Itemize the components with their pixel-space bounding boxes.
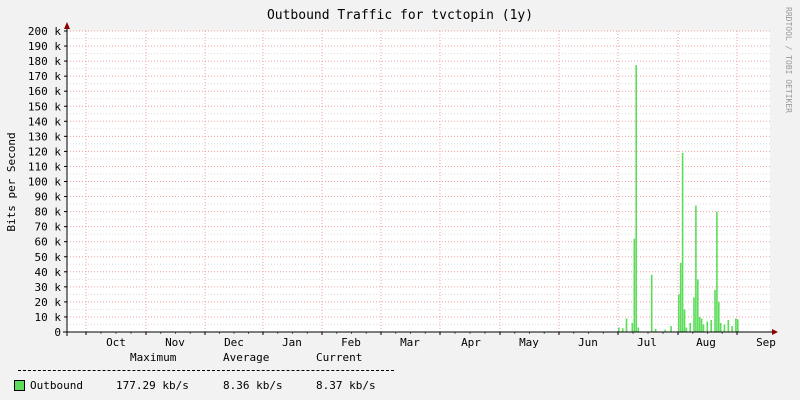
x-tick-label: Sep (756, 336, 776, 349)
x-tick-label: Oct (106, 336, 126, 349)
y-tick-label: 80 k (35, 206, 62, 219)
legend-swatch-outbound (14, 380, 25, 391)
x-tick-label: Dec (224, 336, 244, 349)
outbound-bar (631, 323, 634, 332)
outbound-bar (718, 301, 720, 332)
tick-label-layer: 0 10 k 20 k 30 k 40 k 50 k 60 k 70 k 80 k 90 k 100… (28, 25, 776, 349)
y-tick-label: 180 k (28, 55, 61, 68)
y-tick-label: 130 k (28, 130, 61, 143)
outbound-bar (678, 294, 680, 332)
y-tick-label: 100 k (28, 176, 61, 189)
y-tick-label: 0 (54, 326, 61, 339)
x-tick-label: Jan (282, 336, 302, 349)
outbound-bar (670, 326, 672, 332)
x-tick-label: Mar (400, 336, 420, 349)
axis-layer (63, 22, 778, 336)
y-tick-label: 20 k (35, 296, 62, 309)
y-tick-label: 110 k (28, 160, 61, 173)
outbound-bar (714, 289, 716, 332)
legend-header-maximum: Maximum (130, 351, 177, 364)
y-tick-label: 50 k (35, 251, 62, 264)
y-tick-label: 160 k (28, 85, 61, 98)
x-tick-label: Aug (696, 336, 716, 349)
x-tick-label: Jun (578, 336, 598, 349)
outbound-bar (664, 329, 667, 332)
outbound-bar (695, 205, 697, 332)
y-tick-label: 170 k (28, 70, 61, 83)
rrdtool-watermark: RRDTOOL / TOBI OETIKER (784, 7, 793, 113)
x-tick-label: Feb (341, 336, 361, 349)
outbound-bar (635, 65, 637, 332)
legend-divider (18, 370, 394, 371)
outbound-bar (693, 297, 695, 332)
y-tick-label: 60 k (35, 236, 62, 249)
outbound-bar (727, 320, 730, 332)
x-tick-label: Nov (165, 336, 185, 349)
y-tick-label: 190 k (28, 40, 61, 53)
outbound-bar (698, 316, 701, 332)
outbound-bar (633, 238, 636, 332)
outbound-bar (683, 309, 686, 332)
x-tick-label: Apr (461, 336, 481, 349)
y-tick-label: 140 k (28, 115, 61, 128)
outbound-bar (618, 327, 620, 332)
y-tick-label: 120 k (28, 145, 61, 158)
outbound-bar (654, 329, 657, 332)
y-tick-label: 30 k (35, 281, 62, 294)
y-axis-arrow (64, 22, 70, 29)
outbound-bar (689, 323, 691, 332)
series-layer (618, 65, 739, 332)
x-tick-label: Jul (637, 336, 657, 349)
outbound-bar (621, 328, 624, 332)
outbound-bar (681, 152, 684, 332)
legend-header-current: Current (316, 351, 363, 364)
outbound-bar (731, 326, 733, 332)
outbound-bar (716, 211, 718, 332)
y-tick-label: 200 k (28, 25, 61, 38)
chart-title: Outbound Traffic for tvctopin (1y) (267, 8, 533, 23)
y-tick-label: 150 k (28, 100, 61, 113)
legend-maximum-value: 177.29 kb/s (116, 379, 189, 392)
outbound-bar (737, 319, 739, 332)
x-axis-arrow (772, 329, 778, 335)
outbound-bar (679, 262, 682, 332)
legend-current-value: 8.37 kb/s (316, 379, 376, 392)
y-tick-label: 90 k (35, 191, 62, 204)
y-axis-label: Bits per Second (5, 132, 18, 231)
outbound-bar (702, 324, 705, 332)
y-tick-label: 70 k (35, 221, 62, 234)
x-tick-label: May (519, 336, 539, 349)
outbound-bar (706, 321, 709, 332)
legend-average-value: 8.36 kb/s (223, 379, 283, 392)
grid-layer (67, 30, 770, 332)
outbound-bar (719, 323, 722, 332)
legend-header-average: Average (223, 351, 270, 364)
outbound-bar (735, 318, 737, 332)
outbound-bar (625, 318, 628, 332)
outbound-bar (700, 318, 703, 332)
y-tick-label: 10 k (35, 311, 62, 324)
y-tick-label: 40 k (35, 266, 62, 279)
outbound-bar (723, 324, 726, 332)
outbound-bar (710, 320, 712, 332)
outbound-bar (685, 327, 688, 332)
outbound-bar (650, 274, 653, 332)
outbound-bar (697, 279, 699, 332)
legend-series-name: Outbound (30, 379, 83, 392)
outbound-bar (637, 327, 639, 332)
